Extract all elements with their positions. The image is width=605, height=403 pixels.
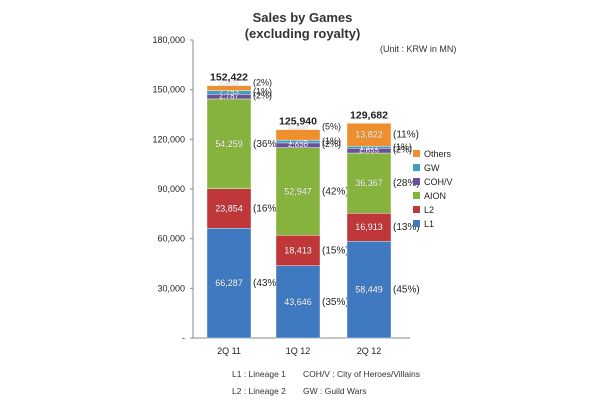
pct-label: (13%)	[393, 222, 420, 233]
y-tick-label: 180,000	[152, 35, 185, 45]
bar-segment	[206, 85, 252, 91]
data-label: 18,413	[284, 245, 312, 255]
y-tick-label: 150,000	[152, 85, 185, 95]
legend-swatch	[413, 206, 420, 213]
data-label: 58,449	[355, 285, 383, 295]
data-label: 6,334	[288, 123, 309, 132]
legend-swatch	[413, 220, 420, 227]
y-tick-label: 30,000	[157, 283, 185, 293]
bar-segment	[275, 235, 321, 266]
legend-label: GW	[424, 163, 440, 173]
data-label: 2,253	[219, 88, 240, 97]
pct-label: (16%)	[253, 204, 280, 215]
pct-label: (2%)	[322, 139, 341, 149]
data-label: 2,855	[359, 145, 380, 154]
data-label: 52,947	[284, 186, 312, 196]
legend-label: L2	[424, 205, 434, 215]
total-label: 152,422	[210, 72, 248, 84]
pct-label: (43%)	[253, 278, 280, 289]
data-label: 1,277	[359, 143, 380, 152]
pct-label: (2%)	[253, 78, 272, 88]
pct-label: (2%)	[253, 90, 272, 100]
pct-label: (1%)	[393, 142, 412, 152]
data-label: 36,367	[355, 178, 383, 188]
note-cohv: COH/V : City of Heroes/Villains	[303, 369, 420, 379]
data-label: 54,259	[215, 139, 243, 149]
bar-segment	[206, 228, 252, 339]
chart-subtitle: (excluding royalty)	[244, 26, 361, 41]
y-tick-label: 90,000	[157, 184, 185, 194]
y-tick-label: -	[182, 333, 185, 343]
bar-segment	[346, 241, 392, 339]
pct-label: (35%)	[322, 297, 349, 308]
pct-label: (2%)	[393, 144, 412, 154]
x-tick-label: 2Q 11	[217, 346, 241, 356]
data-label: 23,854	[215, 204, 243, 214]
legend-label: Others	[424, 149, 452, 159]
bar-segment	[275, 265, 321, 339]
data-label: 43,646	[284, 297, 312, 307]
data-label: 1,705	[288, 137, 309, 146]
total-label: 129,682	[350, 109, 388, 121]
data-label: 16,913	[355, 222, 383, 232]
chart-title: Sales by Games	[252, 10, 353, 25]
x-tick-label: 1Q 12	[286, 346, 311, 356]
data-label: 2,981	[219, 79, 240, 88]
pct-label: (45%)	[393, 285, 420, 296]
pct-label: (28%)	[393, 178, 420, 189]
legend-label: COH/V	[424, 177, 453, 187]
y-tick-label: 60,000	[157, 234, 185, 244]
bar-segment	[206, 98, 252, 189]
pct-label: (42%)	[322, 186, 349, 197]
bar-segment	[346, 123, 392, 147]
total-label: 125,940	[279, 116, 317, 128]
bar-segment	[346, 213, 392, 242]
legend-label: AION	[424, 191, 446, 201]
pct-label: (1%)	[253, 87, 272, 97]
bar-segment	[346, 152, 392, 214]
data-label: 66,287	[215, 278, 243, 288]
data-label: 13,822	[355, 130, 383, 140]
unit-label: (Unit : KRW in MN)	[380, 44, 457, 54]
data-label: 2,830	[288, 140, 309, 149]
note-gw: GW : Guild Wars	[303, 386, 367, 396]
data-label: 2,787	[219, 91, 240, 100]
y-tick-label: 120,000	[152, 134, 185, 144]
note-l1: L1 : Lineage 1	[232, 369, 286, 379]
legend-swatch	[413, 164, 420, 171]
pct-label: (15%)	[322, 245, 349, 256]
legend-swatch	[413, 150, 420, 157]
note-l2: L2 : Lineage 2	[232, 386, 286, 396]
legend-label: L1	[424, 219, 434, 229]
legend-swatch	[413, 178, 420, 185]
pct-label: (36%)	[253, 139, 280, 150]
pct-label: (5%)	[322, 122, 341, 132]
pct-label: (1%)	[322, 136, 341, 146]
bar-segment	[275, 129, 321, 141]
pct-label: (11%)	[393, 130, 419, 141]
x-tick-label: 2Q 12	[357, 346, 382, 356]
bar-segment	[275, 147, 321, 236]
legend-swatch	[413, 192, 420, 199]
bar-segment	[206, 188, 252, 229]
